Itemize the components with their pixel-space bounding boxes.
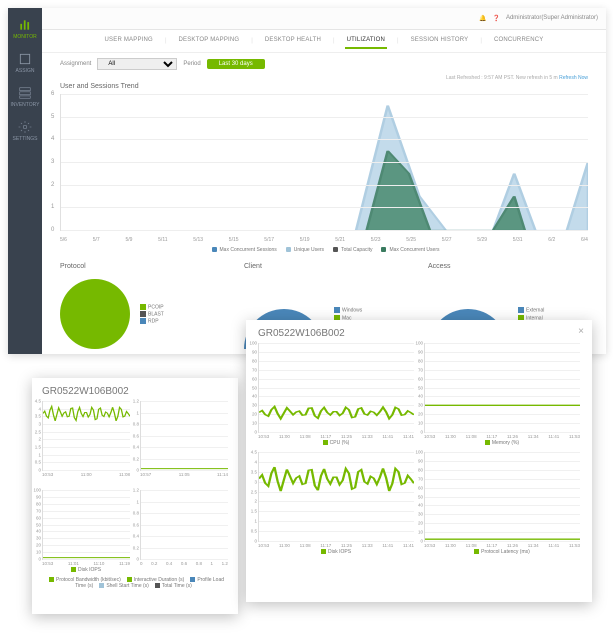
mini-chart: 010203040506070809010010:5311:0011:0811:…: [258, 343, 414, 446]
popup-left-legend: Protocol Bandwidth (kbit/sec)Interactive…: [42, 577, 228, 589]
mini-chart: 00.20.40.60.811.210:5711:0511:14: [140, 401, 228, 484]
sidebar-item-settings[interactable]: SETTINGS: [8, 114, 42, 148]
sidebar-item-monitor[interactable]: MONITOR: [8, 12, 42, 46]
trend-xlabels: 5/65/75/95/115/135/155/175/195/215/235/2…: [60, 237, 588, 243]
main-window: MONITOR ASSIGN INVENTORY SETTINGS 🔔 ❓ Ad…: [8, 8, 606, 354]
mini-chart: 00.511.522.533.544.510:5311:0011:0811:17…: [258, 452, 414, 555]
panel-title: Protocol: [60, 263, 220, 270]
tab-user-mapping[interactable]: USER MAPPING: [103, 33, 155, 49]
popup-title: GR0522W106B002: [258, 328, 580, 339]
mini-chart: 010203040506070809010010:5311:0011:0811:…: [424, 343, 580, 446]
trend-title: User and Sessions Trend: [42, 81, 606, 92]
user-label[interactable]: Administrator(Super Administrator): [506, 15, 598, 21]
filter-period-label: Period: [183, 61, 200, 67]
filter-assignment-label: Assignment: [60, 61, 91, 67]
trend-chart: 0123456: [60, 94, 588, 231]
panel-title: Client: [244, 263, 404, 270]
sidebar-item-assign[interactable]: ASSIGN: [8, 46, 42, 80]
filter-assignment-select[interactable]: All: [97, 58, 177, 70]
filter-row: Assignment All Period Last 30 days: [42, 53, 606, 75]
popup-right: × GR0522W106B002 01020304050607080901001…: [246, 320, 592, 602]
panel-title: Access: [428, 263, 588, 270]
tab-concurrency[interactable]: CONCURRENCY: [492, 33, 546, 49]
sidebar-label: MONITOR: [13, 34, 37, 40]
main-content: 🔔 ❓ Administrator(Super Administrator) U…: [42, 8, 606, 354]
help-icon[interactable]: ❓: [492, 15, 499, 22]
mini-chart: 010203040506070809010010:5311:0011:0811:…: [424, 452, 580, 555]
filter-period-pill[interactable]: Last 30 days: [207, 59, 265, 69]
protocol-pie: [60, 279, 130, 349]
popup-title: GR0522W106B002: [42, 386, 228, 397]
protocol-legend: PCOIPBLASTRDP: [140, 303, 164, 326]
tab-desktop-mapping[interactable]: DESKTOP MAPPING: [177, 33, 242, 49]
notification-icon[interactable]: 🔔: [479, 15, 486, 22]
tab-utilization[interactable]: UTILIZATION: [345, 33, 387, 49]
mini-chart: 00.511.522.533.544.510:5311:0011:08: [42, 401, 130, 484]
close-icon[interactable]: ×: [578, 326, 584, 337]
popup-left: GR0522W106B002 00.511.522.533.544.510:53…: [32, 378, 238, 614]
topbar: 🔔 ❓ Administrator(Super Administrator): [42, 8, 606, 30]
popup-left-grid: 00.511.522.533.544.510:5311:0011:0800.20…: [42, 401, 228, 573]
panel-protocol: Protocol PCOIPBLASTRDP: [60, 263, 220, 354]
sidebar-label: ASSIGN: [16, 68, 35, 74]
sidebar: MONITOR ASSIGN INVENTORY SETTINGS: [8, 8, 42, 354]
sidebar-label: INVENTORY: [11, 102, 40, 108]
sidebar-item-inventory[interactable]: INVENTORY: [8, 80, 42, 114]
popup-right-grid: 010203040506070809010010:5311:0011:0811:…: [258, 343, 580, 555]
mini-chart: 00.20.40.60.811.200.20.40.60.811.2: [140, 490, 228, 573]
mini-chart: 010203040506070809010010:5311:0111:1011:…: [42, 490, 130, 573]
tab-session-history[interactable]: SESSION HISTORY: [409, 33, 471, 49]
tab-desktop-health[interactable]: DESKTOP HEALTH: [263, 33, 323, 49]
trend-legend: Max Concurrent SessionsUnique UsersTotal…: [42, 247, 606, 253]
sidebar-label: SETTINGS: [12, 136, 37, 142]
tab-bar: USER MAPPING|DESKTOP MAPPING|DESKTOP HEA…: [42, 30, 606, 54]
